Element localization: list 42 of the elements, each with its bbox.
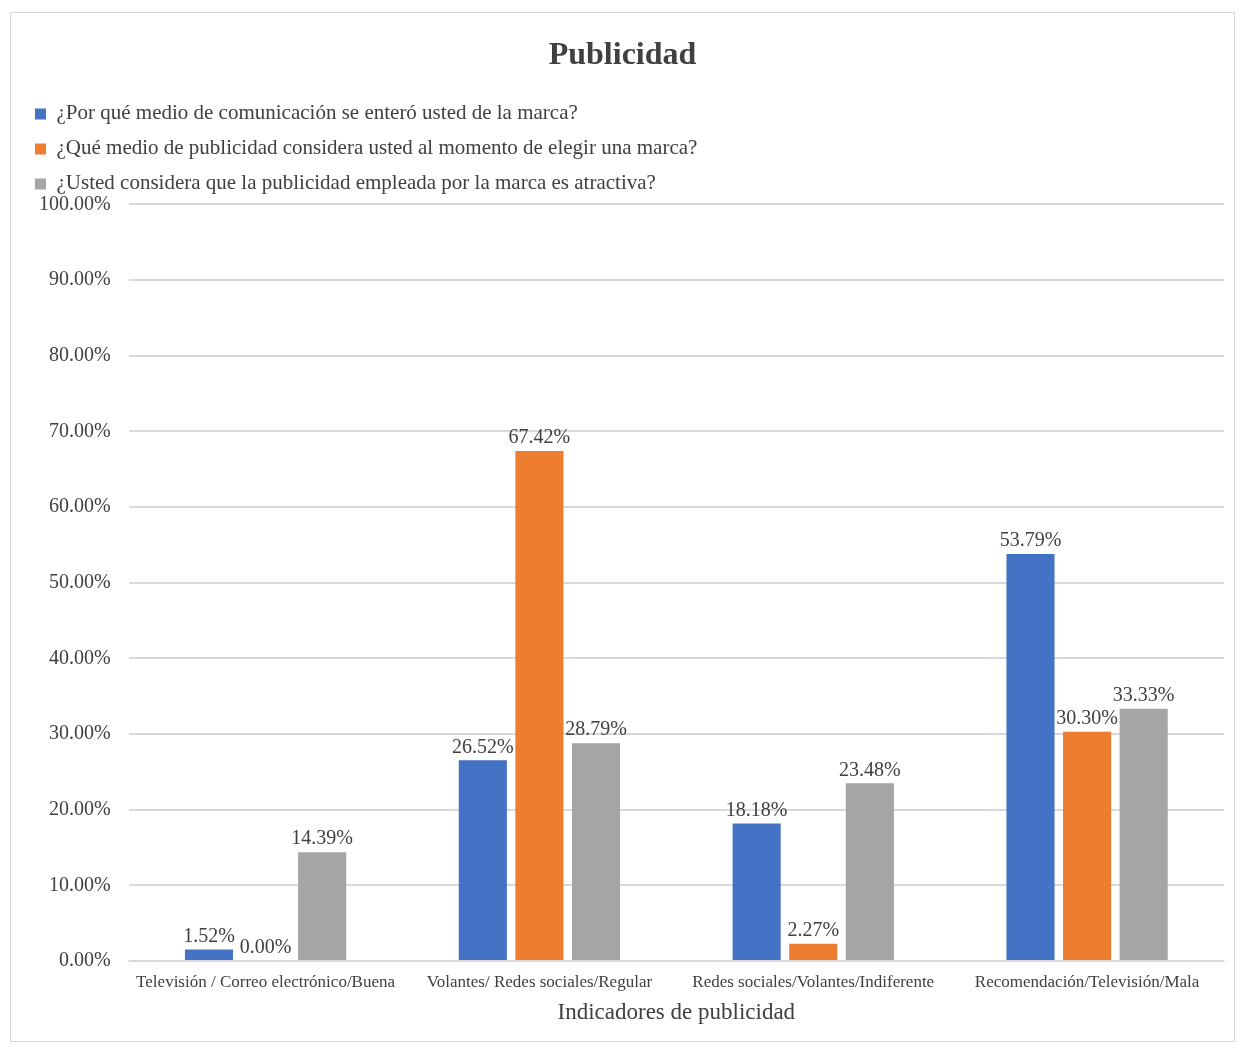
- x-tick-label: Televisión / Correo electrónico/Buena: [136, 971, 396, 991]
- data-label: 26.52%: [451, 734, 514, 757]
- y-tick-label: 40.00%: [48, 645, 111, 668]
- y-tick-label: 30.00%: [48, 721, 111, 744]
- bar: [732, 823, 781, 960]
- x-tick-label: Volantes/ Redes sociales/Regular: [426, 971, 653, 991]
- data-label: 0.00%: [239, 935, 292, 958]
- bar: [458, 760, 507, 960]
- y-tick-label: 90.00%: [48, 267, 111, 290]
- bar: [1119, 708, 1168, 960]
- data-label: 30.30%: [1056, 706, 1118, 728]
- bar: [515, 450, 564, 960]
- data-label: 33.33%: [1112, 683, 1175, 706]
- data-label: 53.79%: [999, 528, 1062, 551]
- data-label: 67.42%: [508, 425, 571, 448]
- data-label: 18.18%: [725, 797, 788, 820]
- data-label: 23.48%: [839, 757, 901, 780]
- legend-label: ¿Por qué medio de comunicación se enteró usted de la marca?: [56, 100, 578, 125]
- chart-title: Publicidad: [548, 35, 697, 72]
- y-tick-label: 50.00%: [48, 569, 111, 592]
- y-tick-label: 70.00%: [48, 418, 111, 441]
- data-label: 28.79%: [565, 717, 627, 740]
- x-axis-title: Indicadores de publicidad: [557, 999, 796, 1025]
- bar: [845, 783, 894, 960]
- data-label: 1.52%: [183, 923, 235, 946]
- y-tick-label: 10.00%: [48, 872, 111, 895]
- legend-label: ¿Usted considera que la publicidad empleada por la marca es atractiva?: [56, 170, 656, 195]
- x-tick-label: Recomendación/Televisión/Mala: [974, 971, 1200, 991]
- bar: [298, 852, 347, 960]
- y-tick-label: 60.00%: [48, 494, 111, 517]
- data-label: 14.39%: [291, 826, 354, 849]
- bar: [184, 949, 234, 960]
- x-tick-label: Redes sociales/Volantes/Indiferente: [692, 971, 935, 991]
- bar: [1063, 731, 1112, 960]
- y-tick-label: 20.00%: [48, 796, 111, 819]
- bar: [571, 743, 621, 960]
- y-tick-label: 0.00%: [58, 948, 111, 971]
- data-label: 2.27%: [787, 918, 840, 941]
- y-tick-label: 80.00%: [48, 342, 111, 365]
- legend-label: ¿Qué medio de publicidad considera usted al momento de elegir una marca?: [56, 135, 698, 160]
- bar: [789, 943, 838, 960]
- bar: [1006, 554, 1055, 960]
